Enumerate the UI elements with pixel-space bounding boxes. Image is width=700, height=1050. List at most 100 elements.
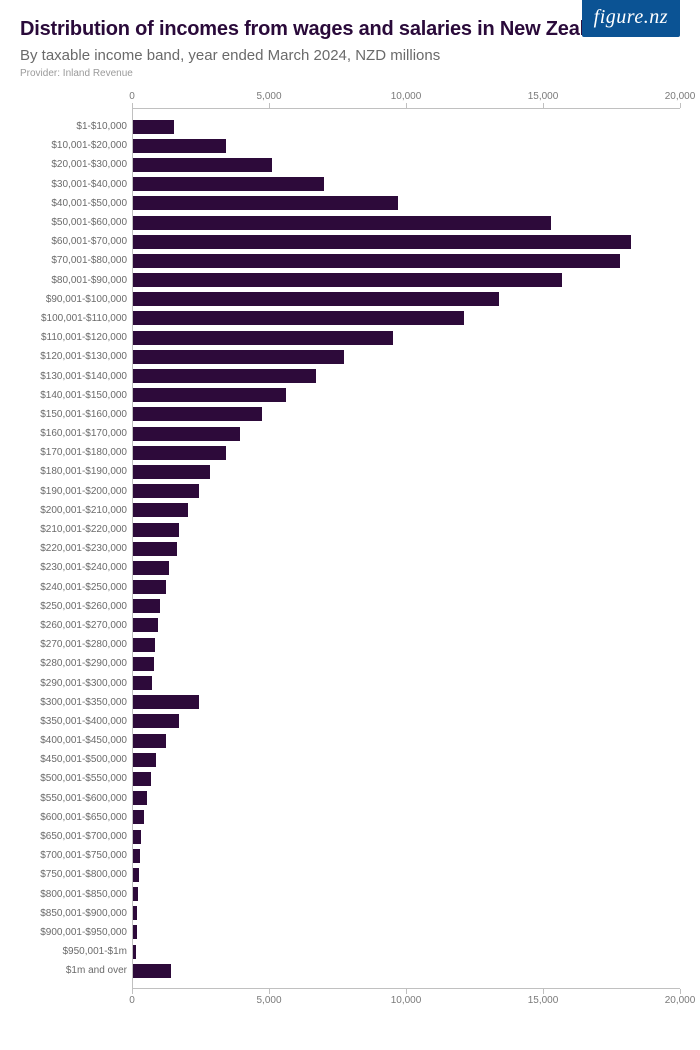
tick-label: 15,000	[528, 995, 559, 1006]
category-label: $800,001-$850,000	[23, 889, 133, 900]
bar	[133, 714, 179, 728]
bar-row: $1-$10,000	[133, 117, 680, 136]
tick-mark	[543, 103, 544, 108]
category-label: $280,001-$290,000	[23, 658, 133, 669]
bar-row: $450,001-$500,000	[133, 750, 680, 769]
tick-mark	[543, 989, 544, 994]
bar-row: $260,001-$270,000	[133, 616, 680, 635]
tick-mark	[680, 103, 681, 108]
bar-row: $280,001-$290,000	[133, 654, 680, 673]
category-label: $850,001-$900,000	[23, 908, 133, 919]
tick-label: 20,000	[665, 91, 696, 102]
bar-row: $30,001-$40,000	[133, 175, 680, 194]
category-label: $180,001-$190,000	[23, 466, 133, 477]
bar	[133, 849, 140, 863]
category-label: $270,001-$280,000	[23, 639, 133, 650]
bar	[133, 964, 171, 978]
bar	[133, 618, 158, 632]
bar-row: $140,001-$150,000	[133, 386, 680, 405]
bar-row: $650,001-$700,000	[133, 827, 680, 846]
category-label: $450,001-$500,000	[23, 754, 133, 765]
category-label: $70,001-$80,000	[23, 255, 133, 266]
bar	[133, 350, 344, 364]
tick-label: 15,000	[528, 91, 559, 102]
category-label: $300,001-$350,000	[23, 697, 133, 708]
bar-row: $10,001-$20,000	[133, 136, 680, 155]
bar	[133, 599, 160, 613]
tick-mark	[269, 989, 270, 994]
tick-mark	[132, 989, 133, 994]
bar	[133, 734, 166, 748]
bar-row: $80,001-$90,000	[133, 271, 680, 290]
bar	[133, 120, 174, 134]
figure-nz-logo: figure.nz	[582, 0, 680, 37]
bar-row: $60,001-$70,000	[133, 232, 680, 251]
bar-row: $170,001-$180,000	[133, 443, 680, 462]
tick-label: 10,000	[391, 91, 422, 102]
bar-row: $700,001-$750,000	[133, 846, 680, 865]
bar-row: $190,001-$200,000	[133, 482, 680, 501]
bar	[133, 273, 562, 287]
bar-row: $200,001-$210,000	[133, 501, 680, 520]
tick-mark	[269, 103, 270, 108]
tick-label: 0	[129, 91, 135, 102]
tick-label: 5,000	[256, 91, 281, 102]
category-label: $140,001-$150,000	[23, 390, 133, 401]
plot-area: $1-$10,000$10,001-$20,000$20,001-$30,000…	[132, 109, 680, 988]
bar	[133, 772, 151, 786]
category-label: $600,001-$650,000	[23, 812, 133, 823]
category-label: $240,001-$250,000	[23, 582, 133, 593]
tick-mark	[406, 103, 407, 108]
category-label: $550,001-$600,000	[23, 793, 133, 804]
bar	[133, 523, 179, 537]
category-label: $900,001-$950,000	[23, 927, 133, 938]
bar-row: $600,001-$650,000	[133, 808, 680, 827]
category-label: $50,001-$60,000	[23, 217, 133, 228]
bar-row: $850,001-$900,000	[133, 904, 680, 923]
category-label: $130,001-$140,000	[23, 371, 133, 382]
chart: 05,00010,00015,00020,000 $1-$10,000$10,0…	[20, 91, 680, 1006]
bar-row: $800,001-$850,000	[133, 885, 680, 904]
bar-row: $210,001-$220,000	[133, 520, 680, 539]
x-axis-bottom: 05,00010,00015,00020,000	[132, 988, 680, 1006]
bar	[133, 369, 316, 383]
bar-row: $50,001-$60,000	[133, 213, 680, 232]
x-axis-top: 05,00010,00015,00020,000	[132, 91, 680, 109]
category-label: $220,001-$230,000	[23, 543, 133, 554]
category-label: $160,001-$170,000	[23, 428, 133, 439]
bar	[133, 695, 199, 709]
bar	[133, 388, 286, 402]
bar	[133, 830, 141, 844]
bar	[133, 427, 240, 441]
tick-label: 20,000	[665, 995, 696, 1006]
bar-row: $70,001-$80,000	[133, 251, 680, 270]
bar	[133, 484, 199, 498]
bar	[133, 580, 166, 594]
bar-row: $400,001-$450,000	[133, 731, 680, 750]
bar-row: $290,001-$300,000	[133, 673, 680, 692]
category-label: $20,001-$30,000	[23, 159, 133, 170]
bar	[133, 945, 136, 959]
category-label: $400,001-$450,000	[23, 735, 133, 746]
category-label: $100,001-$110,000	[23, 313, 133, 324]
bar	[133, 676, 152, 690]
bar	[133, 407, 262, 421]
chart-provider: Provider: Inland Revenue	[20, 68, 680, 79]
category-label: $230,001-$240,000	[23, 562, 133, 573]
bar	[133, 254, 620, 268]
category-label: $120,001-$130,000	[23, 351, 133, 362]
bar-row: $250,001-$260,000	[133, 597, 680, 616]
bar-row: $240,001-$250,000	[133, 578, 680, 597]
category-label: $60,001-$70,000	[23, 236, 133, 247]
bar	[133, 196, 398, 210]
tick-label: 0	[129, 995, 135, 1006]
bar-row: $230,001-$240,000	[133, 558, 680, 577]
category-label: $40,001-$50,000	[23, 198, 133, 209]
category-label: $500,001-$550,000	[23, 773, 133, 784]
bar-row: $750,001-$800,000	[133, 865, 680, 884]
category-label: $1-$10,000	[23, 121, 133, 132]
category-label: $950,001-$1m	[23, 946, 133, 957]
bar-row: $350,001-$400,000	[133, 712, 680, 731]
tick-mark	[132, 103, 133, 108]
bar	[133, 638, 155, 652]
